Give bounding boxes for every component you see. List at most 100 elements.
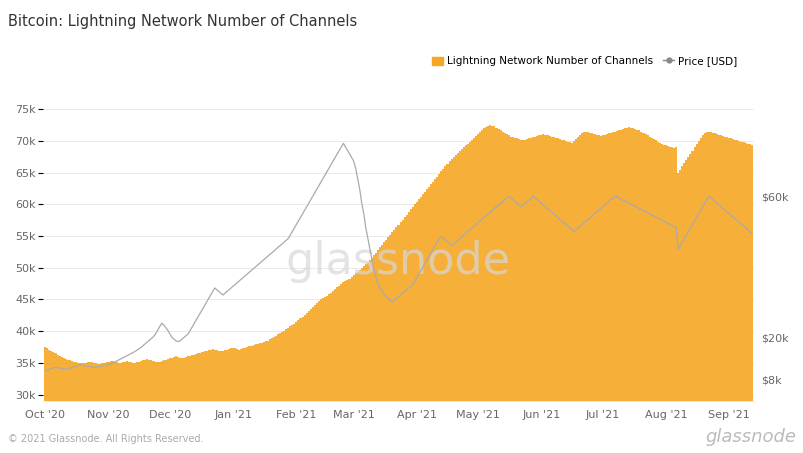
Bar: [312, 307, 313, 453]
Bar: [513, 138, 516, 453]
Bar: [51, 351, 52, 453]
Bar: [59, 356, 60, 453]
Bar: [680, 166, 683, 453]
Bar: [299, 318, 301, 453]
Bar: [202, 352, 203, 453]
Bar: [150, 360, 153, 453]
Bar: [548, 136, 550, 453]
Bar: [48, 350, 51, 453]
Bar: [607, 134, 609, 453]
Bar: [662, 145, 664, 453]
Bar: [73, 361, 75, 453]
Bar: [379, 247, 381, 453]
Bar: [146, 359, 149, 453]
Bar: [136, 362, 138, 453]
Bar: [108, 361, 109, 453]
Bar: [112, 361, 113, 453]
Bar: [737, 141, 740, 453]
Bar: [550, 137, 552, 453]
Bar: [560, 140, 562, 453]
Bar: [410, 209, 411, 453]
Bar: [666, 146, 668, 453]
Bar: [750, 145, 752, 453]
Bar: [622, 129, 623, 453]
Bar: [334, 289, 336, 453]
Bar: [717, 135, 719, 453]
Text: glassnode: glassnode: [704, 428, 795, 446]
Bar: [411, 207, 414, 453]
Bar: [642, 133, 644, 453]
Bar: [406, 215, 407, 453]
Bar: [381, 245, 383, 453]
Bar: [166, 359, 169, 453]
Bar: [232, 347, 234, 453]
Bar: [427, 187, 430, 453]
Bar: [210, 350, 211, 453]
Bar: [369, 260, 370, 453]
Text: © 2021 Glassnode. All Rights Reserved.: © 2021 Glassnode. All Rights Reserved.: [8, 434, 203, 444]
Bar: [338, 285, 340, 453]
Bar: [509, 137, 512, 453]
Bar: [228, 349, 230, 453]
Bar: [246, 347, 248, 453]
Bar: [503, 133, 505, 453]
Bar: [444, 166, 446, 453]
Bar: [77, 362, 79, 453]
Bar: [472, 138, 475, 453]
Bar: [389, 235, 391, 453]
Bar: [230, 348, 232, 453]
Bar: [479, 132, 480, 453]
Bar: [480, 130, 483, 453]
Bar: [93, 363, 96, 453]
Bar: [534, 137, 536, 453]
Bar: [570, 143, 573, 453]
Bar: [652, 139, 654, 453]
Bar: [582, 132, 585, 453]
Bar: [316, 303, 317, 453]
Bar: [193, 355, 195, 453]
Bar: [81, 363, 83, 453]
Bar: [353, 275, 354, 453]
Bar: [183, 358, 185, 453]
Bar: [532, 137, 534, 453]
Bar: [733, 140, 736, 453]
Bar: [495, 128, 497, 453]
Bar: [218, 351, 219, 453]
Bar: [556, 139, 558, 453]
Bar: [287, 328, 289, 453]
Bar: [260, 342, 263, 453]
Bar: [140, 361, 142, 453]
Bar: [158, 361, 161, 453]
Bar: [173, 357, 175, 453]
Bar: [181, 358, 183, 453]
Bar: [60, 357, 63, 453]
Bar: [724, 137, 725, 453]
Bar: [69, 360, 71, 453]
Bar: [226, 350, 228, 453]
Bar: [277, 334, 279, 453]
Bar: [301, 317, 304, 453]
Bar: [630, 128, 631, 453]
Bar: [248, 347, 251, 453]
Bar: [91, 362, 93, 453]
Bar: [438, 174, 440, 453]
Bar: [101, 363, 104, 453]
Bar: [126, 361, 128, 453]
Bar: [585, 131, 587, 453]
Bar: [268, 339, 271, 453]
Bar: [658, 143, 660, 453]
Bar: [701, 135, 703, 453]
Bar: [414, 204, 415, 453]
Bar: [377, 250, 379, 453]
Bar: [171, 358, 173, 453]
Bar: [348, 279, 350, 453]
Bar: [330, 293, 332, 453]
Bar: [263, 342, 264, 453]
Bar: [742, 142, 744, 453]
Bar: [157, 362, 158, 453]
Bar: [573, 141, 574, 453]
Bar: [463, 147, 464, 453]
Bar: [393, 230, 395, 453]
Bar: [165, 360, 166, 453]
Bar: [272, 337, 275, 453]
